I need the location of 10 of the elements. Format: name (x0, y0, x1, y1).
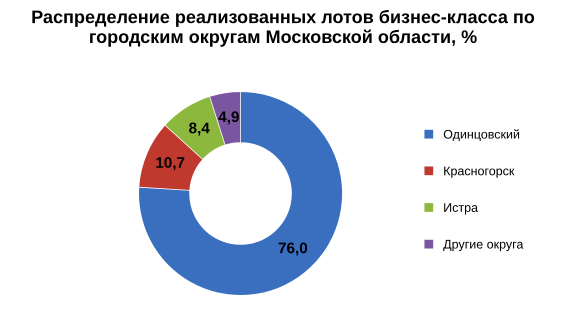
data-label: 10,7 (156, 157, 184, 170)
legend-label: Другие округа (443, 240, 524, 252)
data-label: 8,4 (189, 122, 210, 136)
donut-slice (138, 91, 343, 296)
data-label: 4,9 (218, 111, 239, 124)
data-label: 76,0 (278, 242, 308, 256)
chart-title: Распределение реализованных лотов бизнес-класса по городским округам Московской области, % (32, 10, 534, 47)
legend-label: Истра (444, 203, 478, 214)
legend-label: Красногорск (444, 166, 514, 178)
legend-label: Одинцовский (444, 129, 520, 142)
